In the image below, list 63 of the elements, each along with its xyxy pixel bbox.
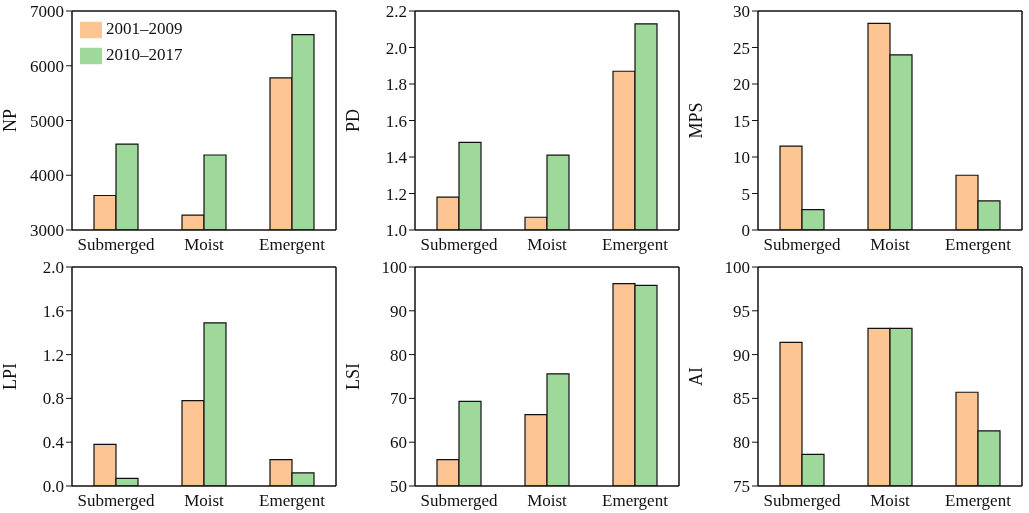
y-tick-label: 4000	[30, 166, 64, 186]
y-tick-label: 1.6	[385, 111, 407, 131]
legend-label: 2010–2017	[106, 45, 183, 64]
y-tick-label: 90	[390, 301, 407, 321]
y-tick-label: 1.2	[385, 184, 407, 204]
y-tick-label: 1.0	[385, 221, 407, 241]
y-axis-title: MPS	[686, 102, 707, 139]
y-tick-label: 60	[390, 433, 407, 453]
x-tick-label: Moist	[870, 491, 911, 511]
y-tick-label: 1.6	[42, 301, 64, 321]
y-tick-label: 1.2	[42, 345, 64, 365]
y-tick-label: 0.4	[42, 433, 65, 453]
y-tick-label: 95	[733, 301, 750, 321]
x-tick-label: Emergent	[602, 491, 669, 511]
y-tick-label: 100	[724, 258, 750, 278]
y-tick-label: 5000	[30, 111, 64, 131]
x-tick-label: Moist	[527, 235, 568, 255]
y-axis-title: AI	[686, 367, 707, 386]
y-tick-label: 85	[733, 389, 750, 409]
y-tick-label: 10	[733, 148, 750, 168]
y-tick-label: 25	[733, 38, 750, 58]
y-tick-label: 1.8	[385, 75, 407, 95]
x-tick-label: Submerged	[763, 235, 842, 255]
x-tick-label: Submerged	[420, 491, 499, 511]
y-tick-label: 15	[733, 111, 750, 131]
x-tick-label: Moist	[184, 491, 225, 511]
y-tick-label: 20	[733, 75, 750, 95]
y-tick-label: 0.8	[42, 389, 64, 409]
y-tick-label: 6000	[30, 56, 64, 76]
y-tick-label: 80	[733, 433, 750, 453]
x-tick-label: Moist	[870, 235, 911, 255]
y-tick-label: 90	[733, 345, 750, 365]
y-tick-label: 0	[741, 221, 750, 241]
x-tick-label: Submerged	[77, 235, 156, 255]
x-tick-label: Emergent	[945, 235, 1012, 255]
x-tick-label: Moist	[184, 235, 225, 255]
y-tick-label: 2.2	[385, 2, 407, 22]
legend-label: 2001–2009	[106, 19, 183, 38]
y-tick-label: 50	[390, 477, 407, 497]
y-axis-title: LSI	[343, 362, 364, 390]
y-tick-label: 2.0	[385, 38, 407, 58]
y-tick-label: 3000	[30, 221, 64, 241]
y-tick-label: 5	[741, 184, 750, 204]
x-tick-label: Submerged	[763, 491, 842, 511]
y-tick-label: 75	[733, 477, 750, 497]
y-axis-title: LPI	[0, 362, 21, 390]
y-tick-label: 80	[390, 345, 407, 365]
x-tick-label: Emergent	[602, 235, 669, 255]
y-tick-label: 0.0	[42, 477, 64, 497]
y-tick-label: 70	[390, 389, 407, 409]
y-tick-label: 30	[733, 2, 750, 22]
x-tick-label: Emergent	[259, 235, 326, 255]
y-tick-label: 1.4	[385, 148, 408, 168]
x-tick-label: Emergent	[945, 491, 1012, 511]
x-tick-label: Submerged	[420, 235, 499, 255]
y-tick-label: 2.0	[42, 258, 64, 278]
x-tick-label: Moist	[527, 491, 568, 511]
x-tick-label: Emergent	[259, 491, 326, 511]
y-tick-label: 7000	[30, 2, 64, 22]
y-axis-title: NP	[0, 108, 21, 133]
y-axis-title: PD	[343, 108, 364, 133]
x-tick-label: Submerged	[77, 491, 156, 511]
y-tick-label: 100	[381, 258, 407, 278]
